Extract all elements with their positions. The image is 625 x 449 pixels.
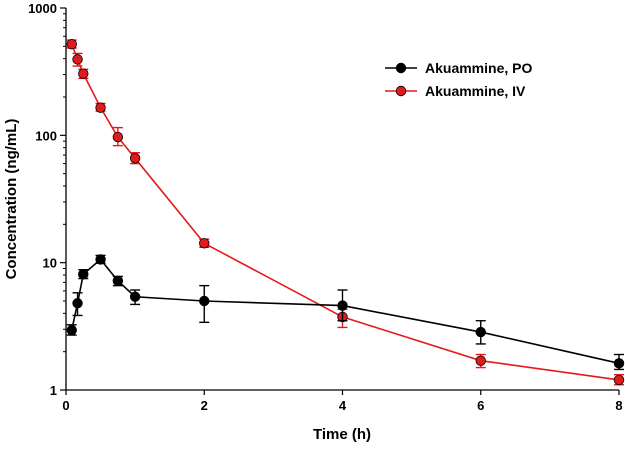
series-line — [70, 258, 620, 365]
data-point — [66, 38, 77, 50]
data-point — [78, 68, 89, 79]
data-point — [72, 54, 83, 65]
x-tick-label: 0 — [62, 398, 69, 413]
data-point — [129, 153, 141, 164]
data-point — [72, 298, 83, 309]
x-tick-label: 6 — [477, 398, 484, 413]
legend-label: Akuammine, PO — [425, 60, 532, 76]
x-tick-label: 8 — [615, 398, 622, 413]
data-point — [95, 254, 106, 265]
data-point — [613, 374, 625, 386]
series-0 — [66, 254, 625, 371]
series-layer — [66, 38, 625, 386]
y-tick-label: 1000 — [28, 1, 57, 16]
x-tick-label: 2 — [201, 398, 208, 413]
y-tick-label: 100 — [35, 128, 57, 143]
y-tick-label: 10 — [43, 256, 57, 271]
data-point — [112, 275, 124, 287]
legend-label: Akuammine, IV — [425, 83, 526, 99]
data-point — [129, 291, 141, 302]
x-tick-label: 4 — [339, 398, 347, 413]
data-point — [95, 102, 106, 113]
data-point — [199, 295, 210, 307]
legend-marker — [395, 85, 407, 97]
data-point — [337, 300, 348, 311]
data-point — [613, 358, 625, 369]
data-point — [78, 269, 89, 280]
axes: 0 2 4 6 8 1 10 100 1000 — [28, 1, 623, 413]
legend: Akuammine, PO Akuammine, IV — [385, 60, 532, 99]
x-axis-title: Time (h) — [313, 426, 371, 443]
series-1 — [66, 38, 625, 386]
data-point — [112, 131, 124, 143]
data-point — [475, 355, 486, 366]
data-point — [66, 324, 77, 336]
legend-marker — [395, 62, 407, 74]
data-point — [475, 326, 486, 338]
y-axis-title: Concentration (ng/mL) — [3, 119, 20, 280]
series-line — [70, 43, 620, 381]
y-tick-label: 1 — [50, 383, 57, 398]
data-point — [199, 238, 210, 249]
